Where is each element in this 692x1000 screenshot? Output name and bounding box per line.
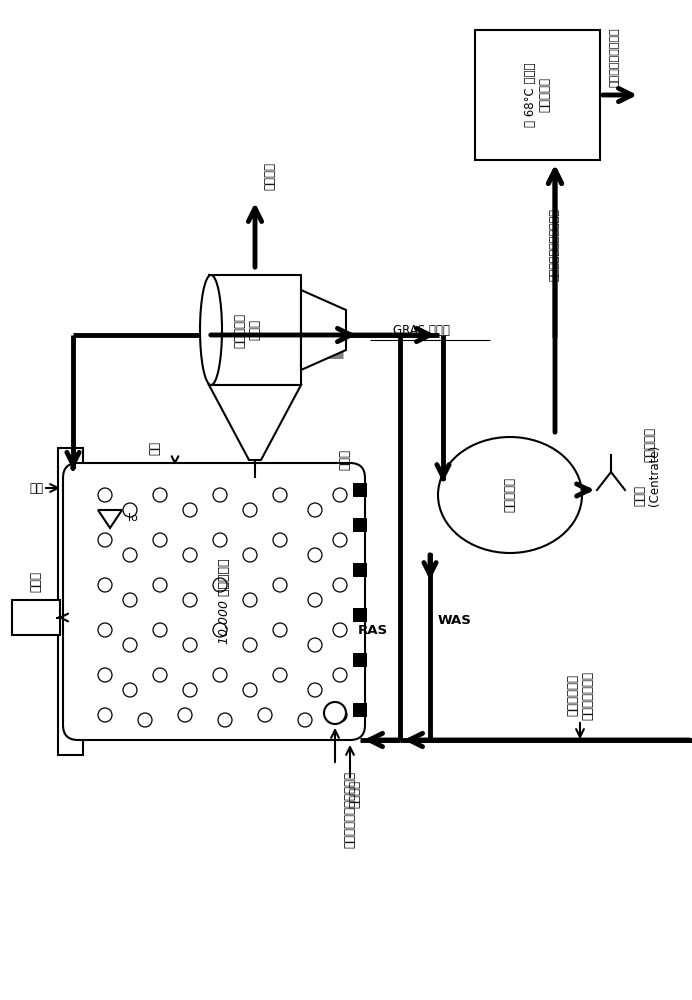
Polygon shape [209, 385, 301, 460]
FancyBboxPatch shape [353, 608, 367, 622]
Text: 水面: 水面 [29, 482, 43, 494]
FancyBboxPatch shape [353, 483, 367, 497]
FancyBboxPatch shape [353, 653, 367, 667]
Text: 氮、磷和微量营养物添加: 氮、磷和微量营养物添加 [343, 772, 356, 848]
FancyBboxPatch shape [475, 30, 600, 160]
Text: WAS: WAS [438, 613, 472, 626]
Text: 溢流: 溢流 [149, 441, 161, 455]
Text: 来自酒酒厂的
原始流入的废水: 来自酒酒厂的 原始流入的废水 [566, 670, 594, 720]
FancyBboxPatch shape [12, 600, 60, 635]
Circle shape [245, 478, 265, 498]
Text: 清水出口: 清水出口 [263, 162, 276, 190]
Text: lo: lo [128, 513, 138, 523]
Circle shape [324, 702, 346, 724]
Text: GRAS 聚合物: GRAS 聚合物 [393, 324, 450, 336]
Text: 中心口
(Centrate): 中心口 (Centrate) [633, 444, 661, 506]
FancyBboxPatch shape [58, 448, 83, 755]
Text: 空气供应: 空气供应 [349, 780, 361, 808]
Text: 沉降离心机: 沉降离心机 [504, 478, 516, 512]
Polygon shape [301, 290, 346, 370]
FancyBboxPatch shape [353, 563, 367, 577]
Text: 在 68°C 操作的
盘式干燥机: 在 68°C 操作的 盘式干燥机 [524, 63, 552, 127]
Text: 将固体手动转移到干燥机: 将固体手动转移到干燥机 [550, 209, 560, 281]
FancyBboxPatch shape [209, 275, 301, 385]
Ellipse shape [438, 437, 582, 553]
Ellipse shape [200, 275, 222, 385]
Text: 地面排水管: 地面排水管 [644, 428, 657, 462]
FancyBboxPatch shape [353, 703, 367, 717]
Text: 通风口: 通风口 [30, 571, 42, 592]
Text: 10,000 加仑曝气罐: 10,000 加仑曝气罐 [217, 559, 230, 644]
FancyBboxPatch shape [63, 463, 365, 740]
Text: RAS: RAS [358, 624, 388, 637]
FancyBboxPatch shape [353, 518, 367, 532]
Text: 锥形底部的
澄清器: 锥形底部的 澄清器 [233, 312, 261, 348]
Text: 曝气器: 曝气器 [338, 450, 352, 471]
Text: 通向电子束辐射设备: 通向电子束辐射设备 [610, 27, 620, 87]
